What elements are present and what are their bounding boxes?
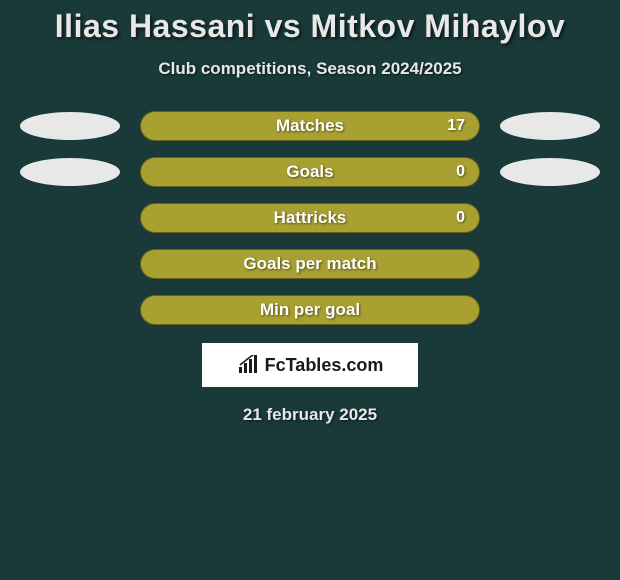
right-blob xyxy=(500,112,600,140)
stat-label: Goals per match xyxy=(243,254,376,274)
stat-label: Hattricks xyxy=(274,208,347,228)
stat-value: 0 xyxy=(456,209,465,227)
stat-bar: Goals per match xyxy=(140,249,480,279)
stat-label: Matches xyxy=(276,116,344,136)
stat-value: 0 xyxy=(456,163,465,181)
stat-bar: Matches 17 xyxy=(140,111,480,141)
stat-label: Min per goal xyxy=(260,300,360,320)
logo-text: FcTables.com xyxy=(265,355,384,376)
page-title: Ilias Hassani vs Mitkov Mihaylov xyxy=(0,0,620,45)
stat-bar: Hattricks 0 xyxy=(140,203,480,233)
stat-value: 17 xyxy=(447,117,465,135)
chart-icon xyxy=(237,355,261,375)
right-blob xyxy=(500,158,600,186)
logo-box: FcTables.com xyxy=(202,343,418,387)
left-blob xyxy=(20,158,120,186)
stat-row: Hattricks 0 xyxy=(0,203,620,233)
stat-row: Goals per match xyxy=(0,249,620,279)
stats-rows: Matches 17 Goals 0 Hattricks 0 Goals per match… xyxy=(0,111,620,325)
left-blob xyxy=(20,112,120,140)
stat-label: Goals xyxy=(286,162,333,182)
stat-bar: Goals 0 xyxy=(140,157,480,187)
stat-row: Min per goal xyxy=(0,295,620,325)
date-text: 21 february 2025 xyxy=(0,405,620,425)
stat-row: Goals 0 xyxy=(0,157,620,187)
stat-bar: Min per goal xyxy=(140,295,480,325)
stat-row: Matches 17 xyxy=(0,111,620,141)
subtitle: Club competitions, Season 2024/2025 xyxy=(0,59,620,79)
